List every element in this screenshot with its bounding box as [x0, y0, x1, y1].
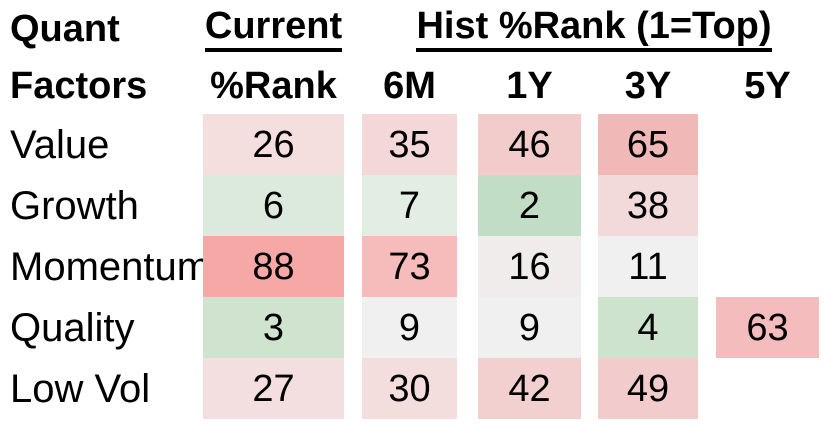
cell-momentum-current: 88	[203, 236, 344, 297]
column-spacer	[581, 58, 598, 114]
row-label-growth-container: Growth	[0, 175, 203, 236]
cell-growth-5y	[716, 175, 819, 236]
cell-quality-6m: 9	[362, 297, 457, 358]
table-row-growth: Growth 6 7 2 38	[0, 175, 826, 236]
column-header-percent-rank: %Rank	[210, 65, 337, 107]
cell-growth-3y: 38	[598, 175, 698, 236]
cell-momentum-5y	[716, 236, 819, 297]
column-spacer	[457, 297, 478, 358]
table-title-line1: Quant	[10, 8, 120, 50]
column-spacer	[581, 114, 598, 175]
column-header-row: Factors %Rank 6M 1Y 3Y 5Y	[0, 58, 826, 114]
cell-low-vol-3y: 49	[598, 358, 698, 419]
cell-momentum-1y: 16	[478, 236, 581, 297]
column-spacer	[698, 358, 716, 419]
cell-quality-3y: 4	[598, 297, 698, 358]
cell-value-current: 26	[203, 114, 344, 175]
cell-quality-5y: 63	[716, 297, 819, 358]
column-header-5y: 5Y	[744, 65, 791, 107]
cell-value-5y	[716, 114, 819, 175]
table-title-line2: Factors	[10, 65, 148, 107]
current-group-header-container: Current	[203, 0, 344, 58]
cell-growth-current: 6	[203, 175, 344, 236]
row-label-low-vol-container: Low Vol	[0, 358, 203, 419]
column-header-3y: 3Y	[624, 65, 672, 107]
table-row-momentum: Momentum 88 73 16 11	[0, 236, 826, 297]
table-row-value: Value 26 35 46 65	[0, 114, 826, 175]
row-label-value-container: Value	[0, 114, 203, 175]
column-spacer	[457, 114, 478, 175]
table-row-quality: Quality 3 9 9 4 63	[0, 297, 826, 358]
cell-quality-current: 3	[203, 297, 344, 358]
column-spacer	[698, 114, 716, 175]
table-title-line2-container: Factors	[0, 58, 203, 114]
column-spacer	[344, 114, 362, 175]
table-row-low-vol: Low Vol 27 30 42 49	[0, 358, 826, 419]
cell-quality-1y: 9	[478, 297, 581, 358]
cell-value-6m: 35	[362, 114, 457, 175]
column-spacer	[457, 358, 478, 419]
column-spacer	[581, 358, 598, 419]
row-label-growth: Growth	[10, 183, 139, 228]
row-label-momentum-container: Momentum	[0, 236, 210, 297]
table-title-line1-container: Quant	[0, 0, 203, 58]
cell-low-vol-current: 27	[203, 358, 344, 419]
cell-growth-6m: 7	[362, 175, 457, 236]
column-header-6m: 6M	[383, 65, 436, 107]
column-spacer	[344, 297, 362, 358]
row-label-low-vol: Low Vol	[10, 366, 151, 411]
group-header-row: Quant Current Hist %Rank (1=Top)	[0, 0, 826, 58]
column-spacer	[581, 236, 598, 297]
column-spacer	[457, 236, 478, 297]
cell-momentum-3y: 11	[598, 236, 698, 297]
cell-value-3y: 65	[598, 114, 698, 175]
cell-low-vol-6m: 30	[362, 358, 457, 419]
cell-low-vol-5y	[716, 358, 819, 419]
column-spacer	[581, 175, 598, 236]
hist-group-header: Hist %Rank (1=Top)	[416, 7, 772, 52]
column-spacer	[344, 175, 362, 236]
column-spacer	[344, 0, 362, 58]
row-label-quality-container: Quality	[0, 297, 203, 358]
current-group-header: Current	[204, 7, 343, 52]
column-spacer	[698, 175, 716, 236]
column-spacer	[344, 236, 362, 297]
column-spacer	[698, 236, 716, 297]
row-label-momentum: Momentum	[10, 244, 211, 289]
column-spacer	[457, 175, 478, 236]
column-spacer	[344, 358, 362, 419]
cell-momentum-6m: 73	[362, 236, 457, 297]
hist-group-header-container: Hist %Rank (1=Top)	[362, 0, 826, 58]
row-label-value: Value	[10, 122, 110, 167]
column-spacer	[698, 58, 716, 114]
column-header-1y: 1Y	[506, 65, 553, 107]
cell-value-1y: 46	[478, 114, 581, 175]
row-label-quality: Quality	[10, 305, 135, 350]
column-spacer	[698, 297, 716, 358]
column-spacer	[581, 297, 598, 358]
cell-growth-1y: 2	[478, 175, 581, 236]
column-spacer	[457, 58, 478, 114]
column-spacer	[344, 58, 362, 114]
cell-low-vol-1y: 42	[478, 358, 581, 419]
